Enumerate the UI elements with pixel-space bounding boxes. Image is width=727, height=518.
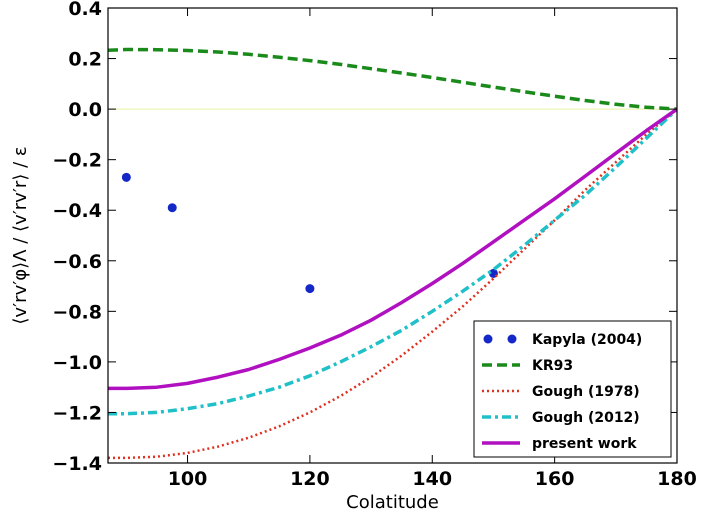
legend-label: Kapyla (2004) (532, 332, 642, 348)
y-axis-title: ⟨v′rv′φ⟩Λ / ⟨v′rv′r⟩ / ε (10, 146, 31, 324)
legend-entry: present work (482, 436, 637, 452)
legend-marker (483, 334, 493, 344)
data-point-3 (305, 284, 315, 294)
x-axis-title: Colatitude (346, 492, 439, 513)
data-point-1 (121, 172, 131, 182)
y-tick-label: −0.6 (52, 251, 102, 273)
y-tick-label: −1.2 (52, 402, 102, 424)
x-tick-label: 120 (290, 468, 330, 490)
x-tick-label: 140 (412, 468, 452, 490)
legend-marker (507, 334, 517, 344)
plot-frame (107, 7, 678, 464)
legend-label: KR93 (532, 358, 573, 374)
data-point-2 (167, 203, 177, 213)
legend-label: Gough (2012) (532, 410, 640, 426)
y-tick-label: −1.4 (52, 453, 102, 475)
legend-label: Gough (1978) (532, 384, 640, 400)
legend-label: present work (532, 436, 637, 452)
legend-entry: KR93 (482, 358, 573, 374)
series-line-kr93 (108, 47, 677, 111)
x-tick-label: 100 (168, 468, 208, 490)
series-line-present-work (108, 107, 677, 391)
legend-entry: Gough (1978) (482, 384, 640, 400)
y-tick-label: −0.2 (52, 150, 102, 172)
legend-entry: Kapyla (2004) (483, 332, 642, 348)
legend-entry: Gough (2012) (482, 410, 640, 426)
legend-box (473, 320, 672, 458)
y-tick-label: −1.0 (52, 352, 102, 374)
series-line-gough-2012- (108, 107, 677, 416)
y-tick-label: −0.8 (52, 301, 102, 323)
x-tick-label: 180 (657, 468, 697, 490)
x-tick-label: 160 (535, 468, 575, 490)
y-tick-label: 0.4 (68, 0, 102, 20)
y-tick-label: 0.0 (68, 99, 102, 121)
y-tick-label: −0.4 (52, 200, 102, 222)
plot-area (108, 47, 677, 460)
y-tick-label: 0.2 (68, 49, 102, 71)
